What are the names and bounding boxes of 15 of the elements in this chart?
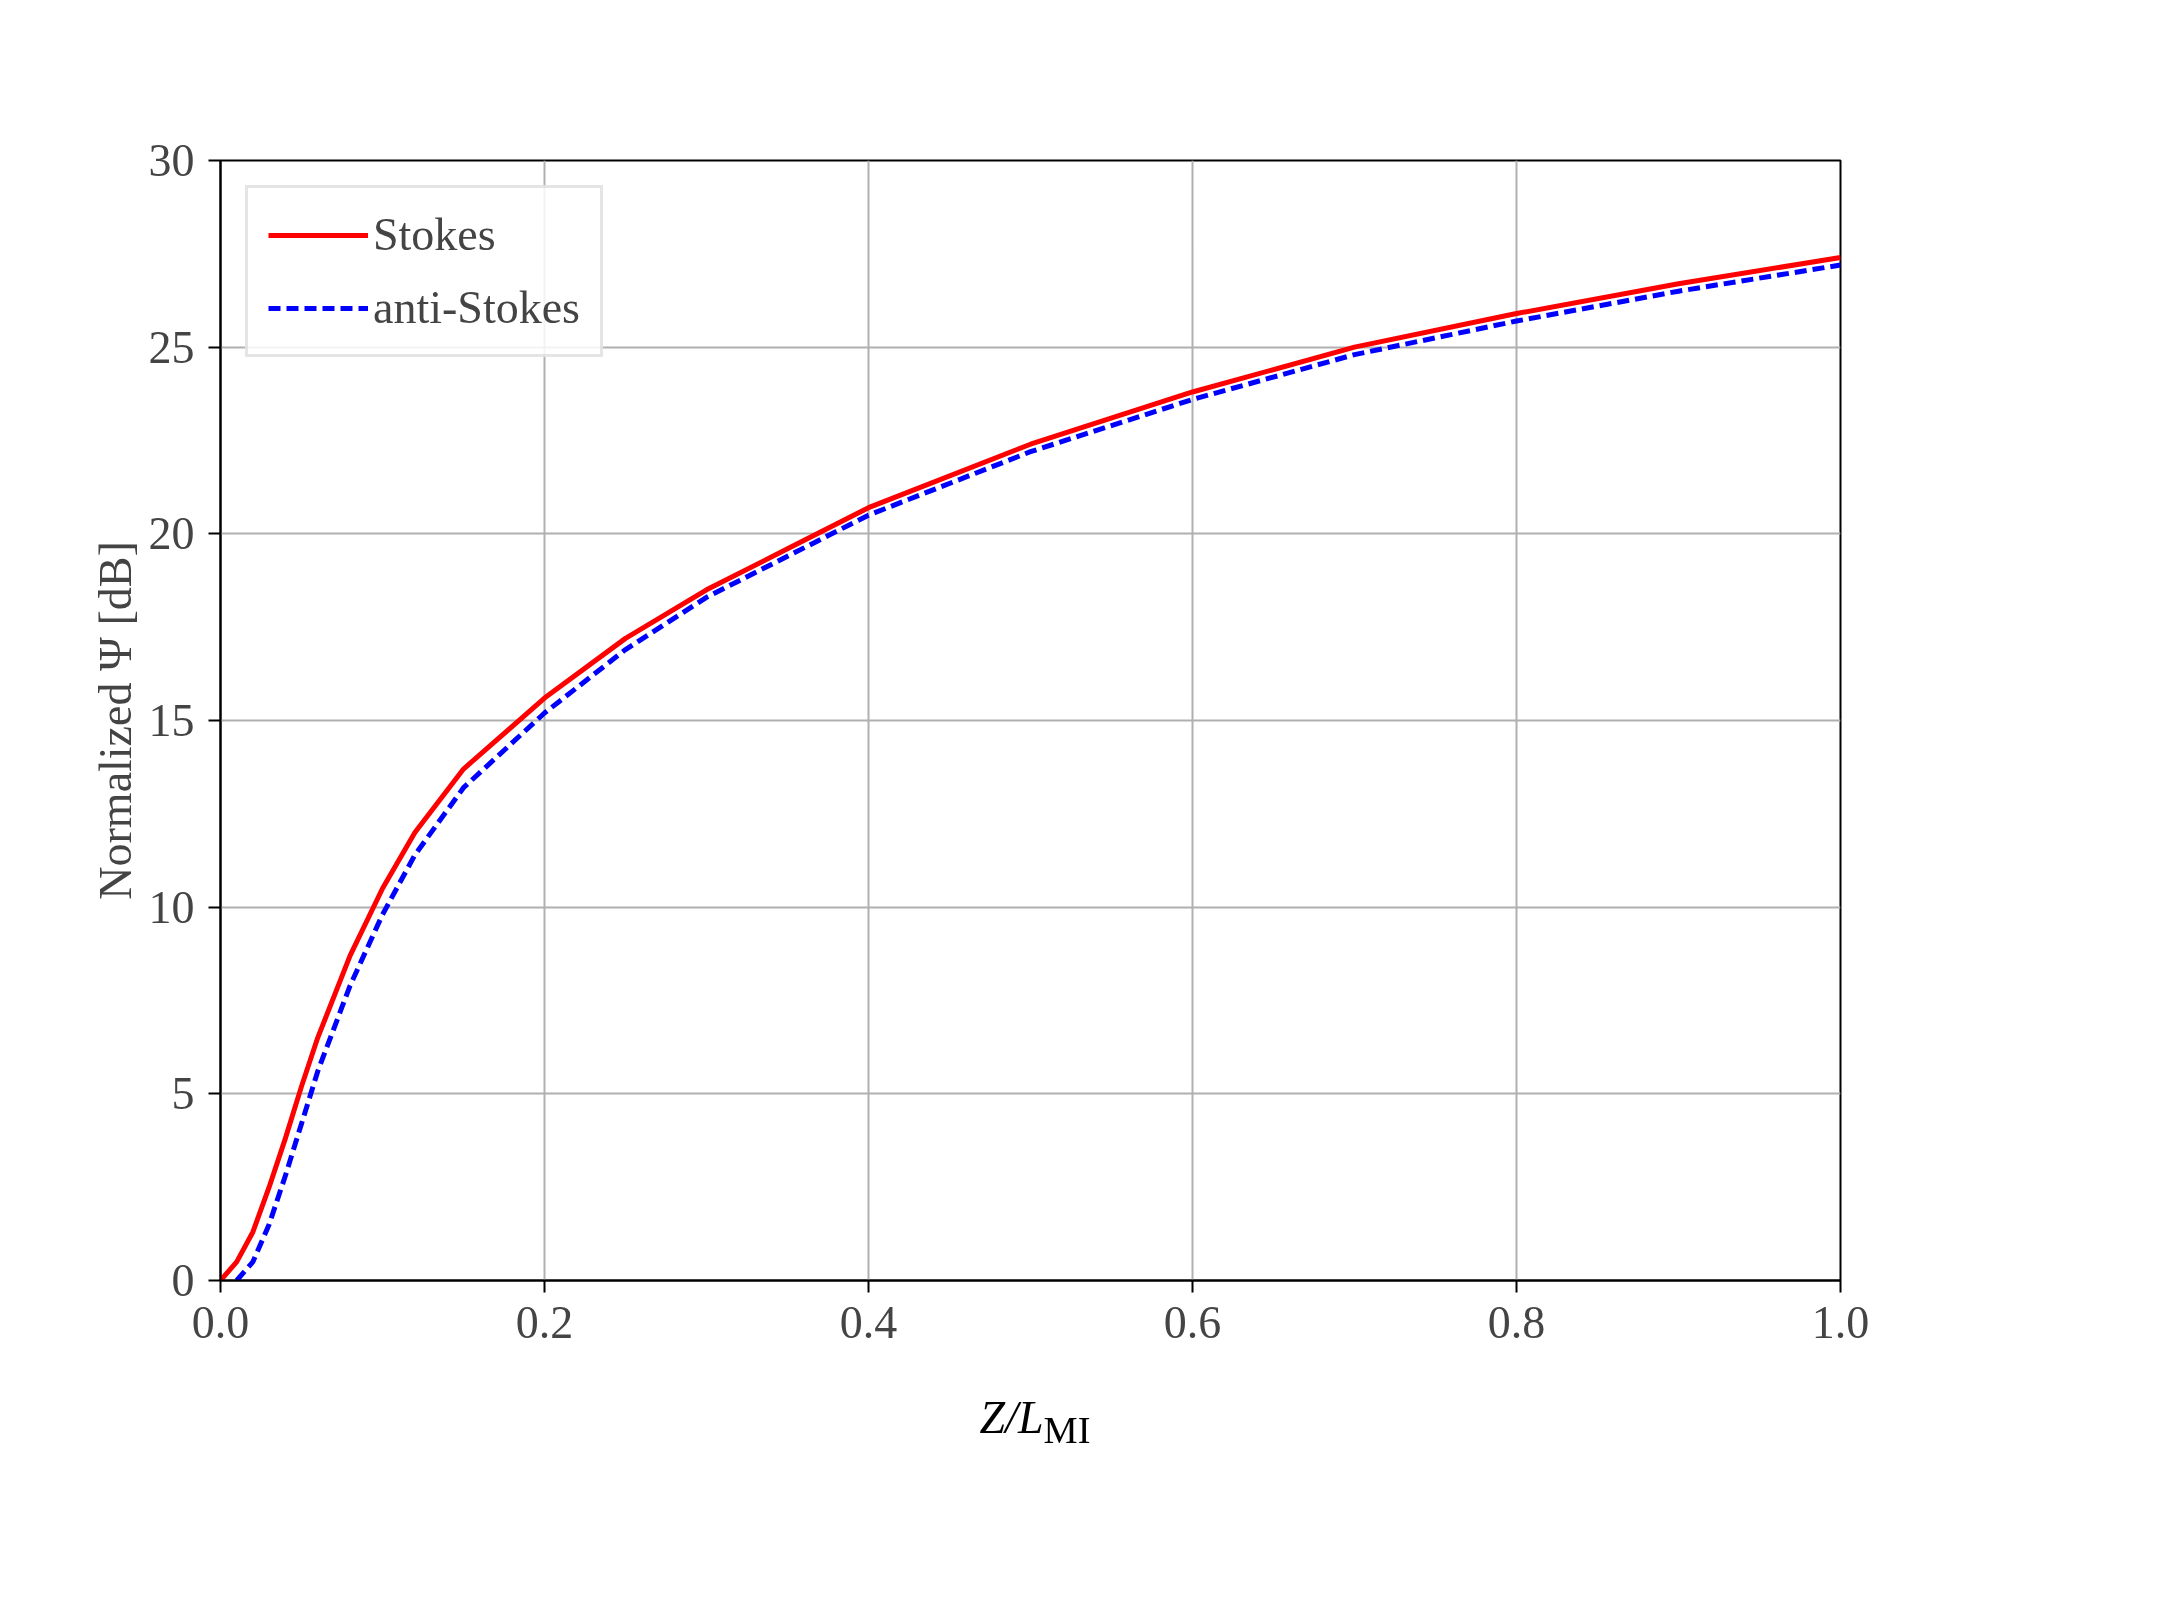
y-tick-label: 20 (148, 508, 195, 560)
x-axis-title: Z/L$_{MI}$ (979, 1392, 1091, 1452)
y-tick-label: 25 (148, 321, 195, 373)
x-tick-label: 1.0 (1811, 1296, 1870, 1348)
y-tick-label: 30 (148, 135, 195, 186)
x-tick-label: 0.6 (1163, 1296, 1222, 1348)
y-tick-label: 5 (171, 1068, 195, 1120)
legend-label: anti-Stokes (373, 281, 580, 334)
y-tick-label: 10 (148, 881, 195, 933)
legend-label: Stokes (373, 208, 496, 261)
y-tick-label: 15 (148, 695, 195, 746)
x-tick-label: 0.4 (839, 1296, 898, 1348)
x-tick-label: 0.8 (1487, 1296, 1546, 1348)
x-tick-label: 0.2 (515, 1296, 574, 1348)
y-axis-title: Normalized Ψ [dB] (89, 541, 141, 900)
